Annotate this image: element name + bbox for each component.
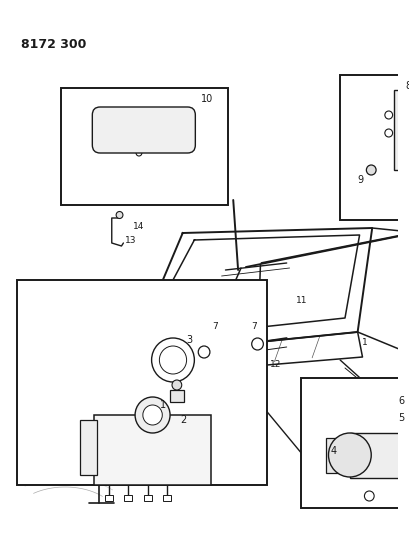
Circle shape bbox=[172, 380, 181, 390]
Bar bbox=[301, 378, 409, 508]
Text: 2: 2 bbox=[180, 415, 186, 425]
Text: 8: 8 bbox=[404, 81, 409, 91]
Circle shape bbox=[384, 111, 392, 119]
Text: 1: 1 bbox=[160, 400, 166, 410]
Text: 11: 11 bbox=[296, 296, 307, 305]
Bar bbox=[144, 495, 151, 501]
Bar bbox=[349, 433, 409, 478]
Bar bbox=[108, 118, 116, 126]
FancyBboxPatch shape bbox=[92, 107, 195, 153]
Circle shape bbox=[251, 338, 263, 350]
Text: 4: 4 bbox=[330, 446, 336, 456]
Bar bbox=[393, 90, 409, 170]
Text: 7: 7 bbox=[211, 322, 217, 331]
Bar bbox=[105, 495, 112, 501]
Text: 6: 6 bbox=[398, 396, 404, 406]
Circle shape bbox=[384, 129, 392, 137]
Bar bbox=[163, 495, 171, 501]
Text: 1: 1 bbox=[361, 338, 366, 347]
Circle shape bbox=[364, 491, 373, 501]
Text: 8172 300: 8172 300 bbox=[21, 38, 87, 51]
Text: 10: 10 bbox=[201, 94, 213, 104]
Circle shape bbox=[116, 212, 123, 219]
Text: 12: 12 bbox=[270, 360, 281, 369]
Text: 9: 9 bbox=[357, 175, 363, 185]
Bar bbox=[61, 88, 228, 205]
Bar bbox=[325, 438, 352, 473]
Bar bbox=[108, 134, 116, 142]
Circle shape bbox=[198, 346, 209, 358]
Bar bbox=[407, 406, 409, 416]
Bar bbox=[94, 415, 210, 485]
Text: 3: 3 bbox=[186, 335, 192, 345]
Circle shape bbox=[151, 338, 194, 382]
Circle shape bbox=[135, 397, 170, 433]
Text: 7: 7 bbox=[250, 322, 256, 331]
Bar bbox=[79, 420, 97, 475]
Bar bbox=[108, 126, 116, 134]
Circle shape bbox=[159, 346, 186, 374]
Bar bbox=[16, 280, 267, 485]
Text: 14: 14 bbox=[133, 222, 144, 231]
Circle shape bbox=[136, 150, 142, 156]
Bar bbox=[339, 75, 409, 220]
Circle shape bbox=[366, 165, 375, 175]
Text: 5: 5 bbox=[398, 413, 404, 423]
Circle shape bbox=[328, 433, 370, 477]
Bar bbox=[170, 390, 183, 402]
Text: 13: 13 bbox=[125, 236, 137, 245]
Bar bbox=[407, 394, 409, 404]
Bar bbox=[124, 495, 132, 501]
Circle shape bbox=[142, 405, 162, 425]
